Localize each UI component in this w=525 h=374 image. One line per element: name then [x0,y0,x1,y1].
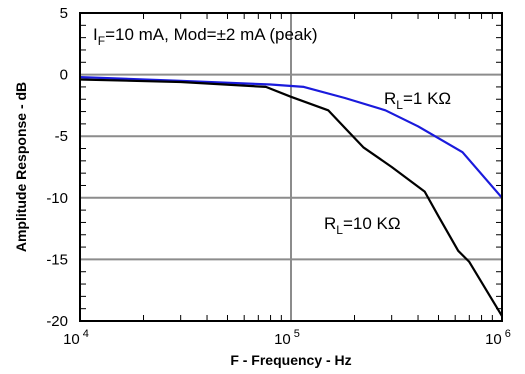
rl-1k-label: RL=1 KΩ [384,89,451,112]
rl-10k-label: RL=10 KΩ [324,214,401,237]
x-tick-label: 10 4 [63,328,89,348]
annotations: IF=10 mA, Mod=±2 mA (peak) RL=1 KΩ RL=10 K… [93,25,451,237]
y-tick-label: -15 [46,251,68,268]
y-tick-label: -5 [55,128,68,145]
plot-frame [79,12,503,322]
series-group [79,76,503,317]
x-tick-label: 10 6 [485,328,511,348]
x-axis-title: F - Frequency - Hz [230,352,351,368]
y-tick-label: -20 [46,313,68,330]
test-condition-label: IF=10 mA, Mod=±2 mA (peak) [93,25,318,48]
y-axis-title: Amplitude Response - dB [13,82,29,252]
y-tick-label: 0 [60,67,68,84]
x-tick-label: 10 5 [274,328,300,348]
y-tick-label: -10 [46,190,68,207]
grid [80,13,502,321]
series-line-1 [79,76,503,199]
y-tick-label: 5 [60,5,68,22]
series-line-2 [79,78,503,317]
